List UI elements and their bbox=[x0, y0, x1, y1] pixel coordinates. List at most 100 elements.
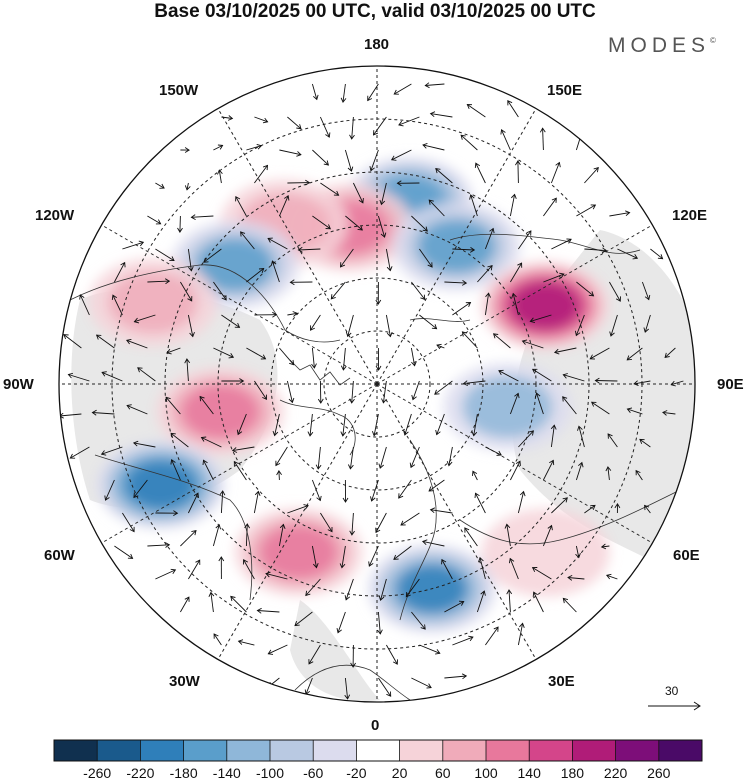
wind-vector bbox=[155, 510, 179, 516]
wind-vector bbox=[177, 215, 183, 233]
meridian-line bbox=[376, 383, 537, 660]
wind-vector bbox=[349, 380, 355, 404]
anomaly-shading bbox=[88, 157, 610, 633]
wind-vector bbox=[375, 347, 382, 371]
wind-vector bbox=[111, 294, 123, 316]
wind-vector bbox=[419, 314, 438, 330]
wind-vector bbox=[208, 591, 215, 613]
wind-vector bbox=[419, 644, 441, 655]
wind-vector bbox=[434, 380, 453, 395]
wind-vector bbox=[444, 280, 468, 286]
wind-vector bbox=[254, 164, 269, 184]
wind-vector bbox=[378, 677, 392, 697]
wind-vector bbox=[203, 248, 222, 263]
anomaly-ural-low bbox=[462, 376, 553, 438]
wind-vector bbox=[244, 523, 250, 547]
wind-vector bbox=[381, 380, 387, 404]
wind-vector bbox=[411, 611, 426, 630]
wind-vector bbox=[265, 571, 288, 580]
wind-vector bbox=[567, 574, 585, 581]
wind-vector bbox=[452, 247, 476, 253]
wind-vector bbox=[477, 264, 493, 283]
wind-vector bbox=[180, 281, 193, 302]
wind-vector bbox=[607, 433, 618, 448]
wind-vector bbox=[330, 281, 346, 300]
lon-label-90w: 90W bbox=[3, 376, 34, 393]
meridian-line bbox=[217, 108, 378, 385]
wind-vector bbox=[441, 558, 453, 580]
wind-vector bbox=[584, 504, 596, 514]
wind-vector bbox=[213, 144, 224, 151]
lon-label-60w: 60W bbox=[44, 547, 75, 564]
wind-vector bbox=[319, 116, 331, 138]
wind-vector bbox=[340, 413, 347, 437]
wind-vector bbox=[492, 333, 511, 349]
wind-vector bbox=[342, 479, 349, 503]
wind-vector bbox=[101, 371, 123, 382]
wind-vector bbox=[393, 545, 412, 560]
wind-vector bbox=[267, 237, 288, 250]
colorbar-tick-label: -140 bbox=[212, 765, 241, 781]
wind-vector bbox=[213, 281, 227, 301]
wind-vector bbox=[574, 314, 585, 337]
wind-vector bbox=[452, 635, 474, 646]
wind-vector bbox=[517, 622, 525, 646]
wind-vector bbox=[286, 380, 295, 404]
wind-vector bbox=[472, 470, 478, 481]
wind-vector bbox=[411, 677, 432, 689]
wind-vector bbox=[452, 302, 472, 316]
meridian-line bbox=[376, 224, 653, 385]
wind-vector bbox=[199, 395, 214, 415]
wind-vector bbox=[242, 559, 255, 580]
wind-vector bbox=[371, 413, 379, 437]
wind-vector bbox=[320, 512, 333, 533]
wind-vector bbox=[311, 479, 322, 502]
wind-vector bbox=[419, 248, 433, 268]
wind-vector bbox=[147, 215, 162, 225]
wind-vector bbox=[485, 626, 499, 646]
wind-vector bbox=[664, 347, 676, 358]
wind-vector bbox=[641, 281, 651, 301]
lon-label-120e: 120E bbox=[672, 207, 708, 224]
copyright-mark: © bbox=[710, 36, 716, 45]
wind-vector bbox=[278, 523, 286, 547]
wind-vector bbox=[190, 214, 214, 220]
wind-vector bbox=[375, 512, 387, 534]
wind-vector bbox=[422, 142, 445, 151]
wind-vector bbox=[237, 639, 255, 646]
wind-vector bbox=[344, 677, 351, 700]
wind-vector bbox=[219, 490, 226, 514]
wind-vector bbox=[233, 460, 247, 481]
modes-logo: MODES© bbox=[608, 34, 716, 58]
wind-vector bbox=[531, 567, 552, 580]
anomaly-east-siberia-low bbox=[417, 219, 496, 273]
wind-vector bbox=[400, 512, 420, 526]
wind-vector bbox=[246, 347, 267, 360]
wind-vector bbox=[589, 347, 610, 360]
wind-vector bbox=[444, 600, 465, 613]
wind-vector bbox=[521, 339, 544, 349]
wind-vector bbox=[532, 591, 544, 613]
wind-vector bbox=[91, 409, 115, 416]
anomaly-atlantic-low bbox=[127, 461, 195, 508]
wind-vector bbox=[635, 469, 643, 481]
meridian-line bbox=[101, 224, 378, 385]
wind-vector bbox=[315, 446, 322, 470]
wind-vector bbox=[221, 115, 234, 121]
wind-vector bbox=[345, 215, 363, 231]
colorbar-swatch bbox=[442, 740, 487, 761]
reference-vector-arrow bbox=[648, 701, 701, 711]
wind-vector bbox=[576, 281, 595, 297]
wind-vector bbox=[287, 116, 302, 130]
wind-vector bbox=[411, 215, 428, 232]
wind-vector bbox=[509, 392, 520, 415]
wind-vector bbox=[518, 430, 534, 448]
wind-vector bbox=[551, 238, 572, 250]
wind-vector bbox=[485, 446, 502, 456]
wind-vector bbox=[529, 314, 552, 324]
colorbar-tick-label: -180 bbox=[169, 765, 198, 781]
wind-vector bbox=[349, 116, 355, 140]
wind-vector bbox=[133, 479, 148, 499]
wind-vector bbox=[95, 334, 115, 349]
meridian-line bbox=[217, 383, 378, 660]
